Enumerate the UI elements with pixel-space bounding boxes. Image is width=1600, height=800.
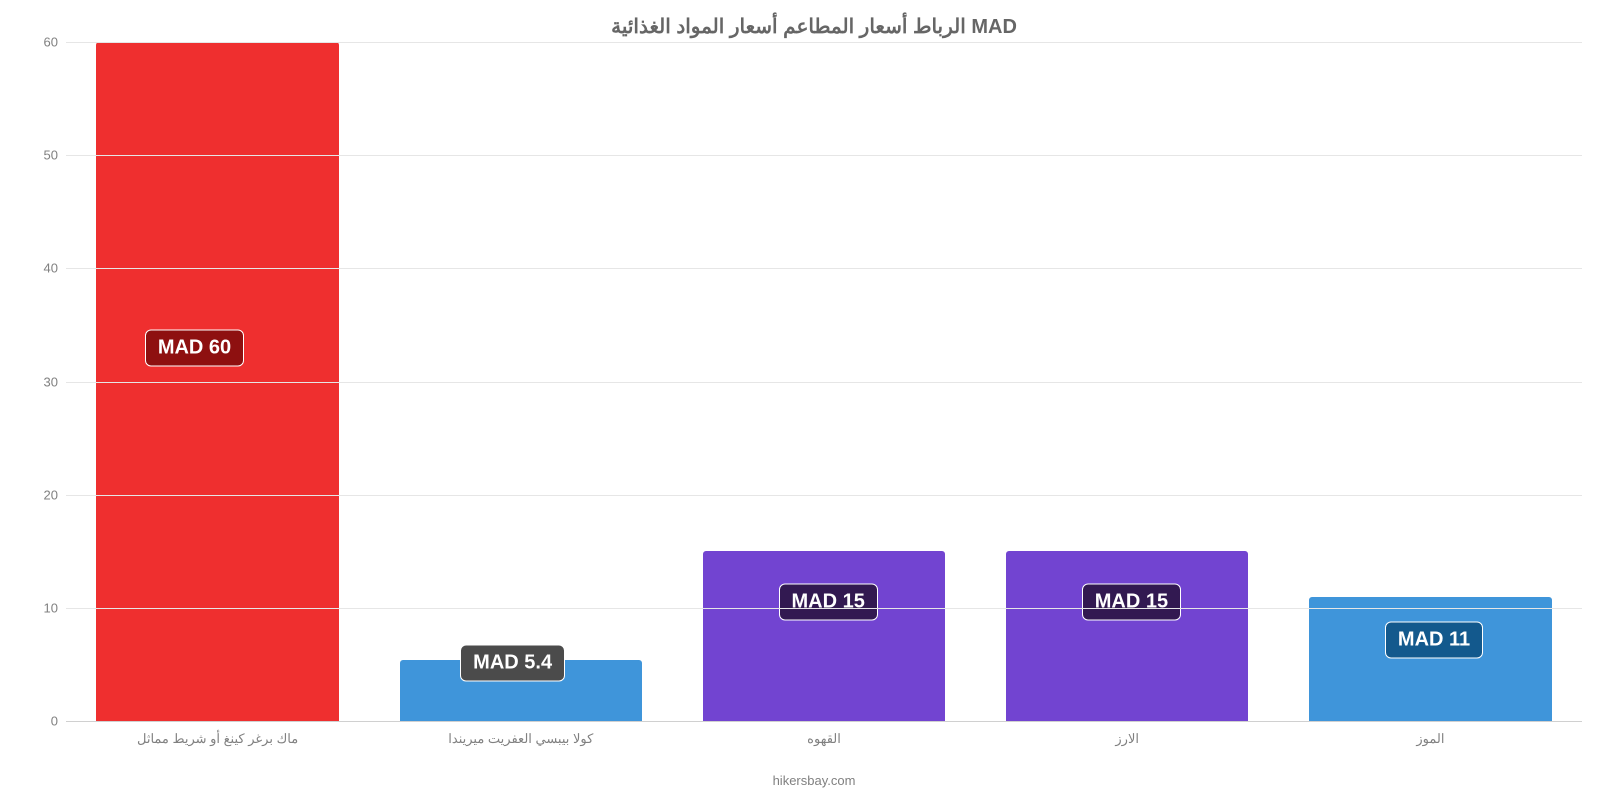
y-axis-label: 0 — [51, 714, 66, 729]
grid-line — [66, 721, 1582, 722]
source-text: hikersbay.com — [38, 773, 1590, 788]
bar — [703, 551, 946, 721]
grid-line — [66, 382, 1582, 383]
x-axis-label: الموز — [1279, 721, 1582, 747]
value-badge: MAD 15 — [779, 584, 878, 621]
value-badge: MAD 15 — [1082, 584, 1181, 621]
y-axis-label: 50 — [44, 148, 66, 163]
y-axis-label: 20 — [44, 487, 66, 502]
plot-area: ماك برغر كينغ أو شريط مماثلMAD 60كولا بي… — [66, 42, 1582, 722]
chart-title: الرباط أسعار المطاعم أسعار المواد الغذائ… — [38, 0, 1590, 39]
grid-line — [66, 155, 1582, 156]
bar — [1309, 597, 1552, 721]
x-axis-label: كولا بيبسي العفريت ميريندا — [369, 721, 672, 747]
chart-container: الرباط أسعار المطاعم أسعار المواد الغذائ… — [38, 0, 1590, 800]
x-axis-label: القهوه — [672, 721, 975, 747]
bar — [1006, 551, 1249, 721]
value-badge: MAD 5.4 — [460, 645, 565, 682]
x-axis-label: ماك برغر كينغ أو شريط مماثل — [66, 721, 369, 747]
y-axis-label: 40 — [44, 261, 66, 276]
grid-line — [66, 42, 1582, 43]
y-axis-label: 60 — [44, 35, 66, 50]
grid-line — [66, 495, 1582, 496]
value-badge: MAD 11 — [1385, 621, 1483, 658]
y-axis-label: 30 — [44, 374, 66, 389]
value-badge: MAD 60 — [145, 329, 244, 366]
grid-line — [66, 608, 1582, 609]
x-axis-label: الارز — [976, 721, 1279, 747]
grid-line — [66, 268, 1582, 269]
y-axis-label: 10 — [44, 600, 66, 615]
